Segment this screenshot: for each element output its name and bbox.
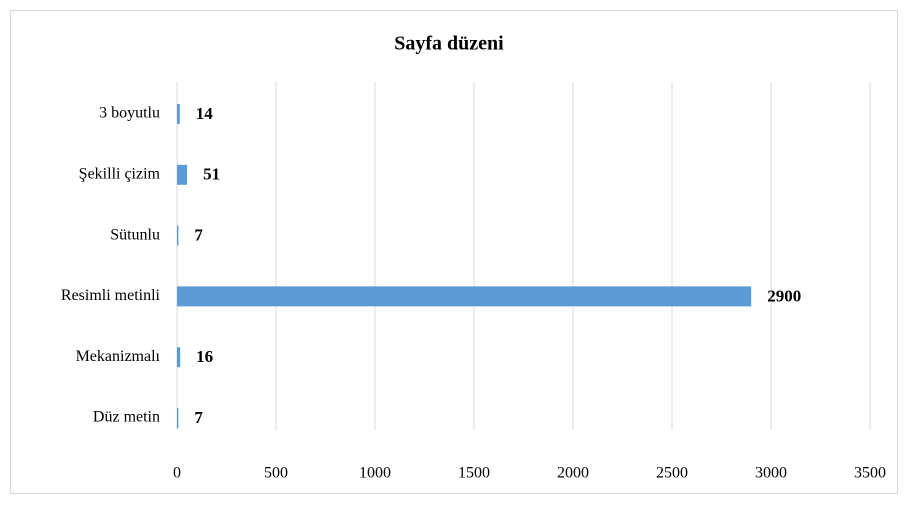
- value-label: 2900: [767, 286, 801, 305]
- bar: [177, 347, 181, 368]
- chart-title: Sayfa düzeni: [394, 33, 504, 55]
- x-tick-label: 2500: [656, 465, 688, 482]
- y-tick-label: 3 boyutlu: [99, 105, 160, 122]
- x-tick-label: 500: [264, 465, 288, 482]
- y-tick-label: Şekilli çizim: [79, 165, 161, 182]
- y-tick-label: Resimli metinli: [61, 287, 161, 304]
- y-tick-label: Mekanizmalı: [76, 348, 161, 365]
- chart-border: [10, 10, 898, 494]
- value-label: 7: [194, 408, 203, 427]
- y-tick-label: Sütunlu: [110, 226, 160, 243]
- bar: [177, 225, 179, 246]
- value-label: 51: [203, 165, 220, 184]
- x-tick-label: 3500: [854, 465, 886, 482]
- y-tick-label: Düz metin: [93, 409, 160, 426]
- x-tick-label: 0: [173, 465, 181, 482]
- bar: [177, 104, 180, 124]
- x-tick-label: 1500: [458, 465, 490, 482]
- x-tick-label: 2000: [557, 465, 589, 482]
- bar: [177, 286, 752, 307]
- x-tick-label: 3000: [755, 465, 787, 482]
- bar: [177, 408, 179, 428]
- x-tick-label: 1000: [359, 465, 391, 482]
- value-label: 16: [196, 347, 213, 366]
- value-label: 7: [194, 226, 203, 245]
- value-label: 14: [196, 104, 214, 123]
- bar: [177, 164, 188, 185]
